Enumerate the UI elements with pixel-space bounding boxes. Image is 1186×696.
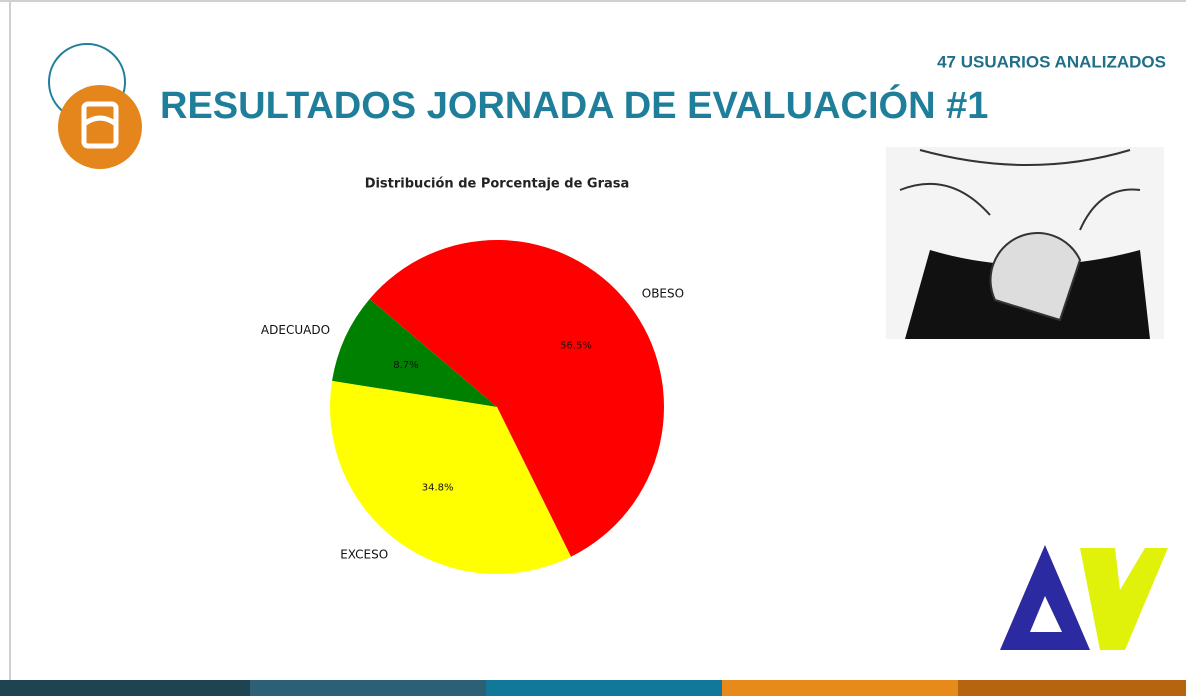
- logo: [48, 43, 142, 169]
- slice-value-label: 8.7%: [393, 360, 418, 371]
- chart-title: Distribución de Porcentaje de Grasa: [365, 177, 630, 192]
- slice-label: OBESO: [642, 286, 684, 300]
- footer-bar: [0, 680, 1186, 696]
- pie-slice: [332, 298, 497, 407]
- slice-value-label: 56.5%: [560, 340, 592, 351]
- caliper-illustration: [886, 147, 1164, 339]
- slice-label: ADECUADO: [261, 323, 330, 337]
- pie-slice: [369, 240, 664, 557]
- page-title: RESULTADOS JORNADA DE EVALUACIÓN #1: [160, 83, 988, 127]
- av-logo: [1000, 545, 1168, 650]
- subtitle: 47 USUARIOS ANALIZADOS: [937, 52, 1166, 71]
- slice-value-label: 34.8%: [422, 483, 454, 494]
- pie-slice: [330, 380, 571, 575]
- slice-label: EXCESO: [340, 547, 388, 561]
